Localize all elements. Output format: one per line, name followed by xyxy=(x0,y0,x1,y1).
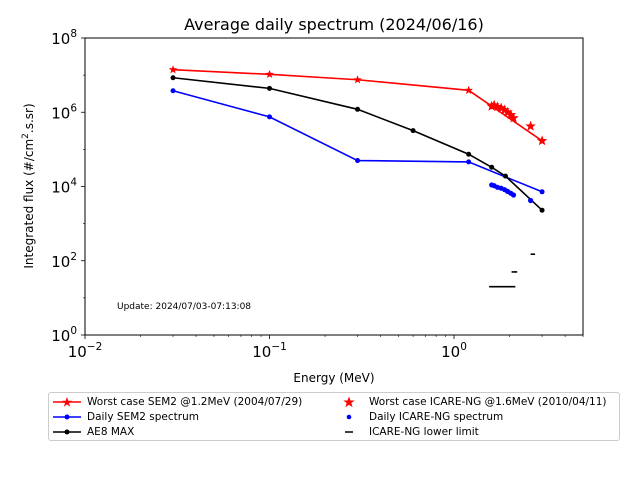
series-5 xyxy=(489,253,536,288)
series-3 xyxy=(486,99,548,146)
update-annotation: Update: 2024/07/03-07:13:08 xyxy=(117,302,251,312)
series-4 xyxy=(489,182,534,204)
plot-frame xyxy=(84,37,584,336)
y-tick-label: 100 xyxy=(51,325,77,345)
legend-label-daily-icare: Daily ICARE-NG spectrum xyxy=(369,411,504,423)
dot-marker xyxy=(170,75,176,81)
y-axis-label-text: Integrated flux (#/cm xyxy=(22,139,36,269)
star-marker xyxy=(168,65,178,74)
chart-title: Average daily spectrum (2024/06/16) xyxy=(184,15,484,34)
series-layer xyxy=(168,65,548,288)
legend-label-ae8-max: AE8 MAX xyxy=(87,426,135,438)
y-tick-base: 10 xyxy=(51,104,70,122)
legend-swatch-blue-dot xyxy=(346,414,352,420)
legend-label-worst-case-icare: Worst case ICARE-NG @1.6MeV (2010/04/11) xyxy=(369,396,607,408)
x-tick-label: 100 xyxy=(441,341,467,361)
star-marker xyxy=(353,75,362,84)
x-tick-base: 10 xyxy=(68,343,87,361)
x-tick-label: 10−1 xyxy=(252,341,287,361)
y-tick-base: 10 xyxy=(51,327,70,345)
star-marker xyxy=(488,99,500,110)
dot-marker xyxy=(170,88,176,94)
y-axis-label-sup: 2 xyxy=(21,133,31,139)
x-tick-exponent: −1 xyxy=(271,341,286,353)
series-line xyxy=(172,89,543,193)
y-tick-exponent: 2 xyxy=(70,251,77,263)
legend-swatch-red-star-line xyxy=(53,397,81,407)
dot-marker xyxy=(267,114,273,120)
series-line xyxy=(172,76,543,211)
legend-swatch-black-dot-line xyxy=(53,429,81,435)
dot-marker xyxy=(466,151,472,157)
legend-label-worst-case-sem2: Worst case SEM2 @1.2MeV (2004/07/29) xyxy=(87,396,303,408)
dot-marker xyxy=(410,128,416,134)
dot-marker xyxy=(267,85,273,91)
dot-marker xyxy=(466,159,472,165)
x-axis-label: Energy (MeV) xyxy=(293,371,374,385)
x-tick-base: 10 xyxy=(252,343,271,361)
star-marker xyxy=(464,85,473,94)
y-tick-exponent: 8 xyxy=(70,28,77,40)
dot-marker xyxy=(527,197,534,204)
star-marker xyxy=(486,100,497,111)
y-tick-base: 10 xyxy=(51,253,70,271)
legend-item-ae8-max: AE8 MAX xyxy=(53,425,134,439)
dot-marker xyxy=(510,192,517,198)
star-marker xyxy=(508,112,519,123)
dot-marker xyxy=(539,207,545,213)
dot-marker xyxy=(355,158,361,164)
legend-item-worst-case-icare: Worst case ICARE-NG @1.6MeV (2010/04/11) xyxy=(335,395,607,409)
y-tick-exponent: 4 xyxy=(70,177,77,189)
legend-item-worst-case-sem2: Worst case SEM2 @1.2MeV (2004/07/29) xyxy=(53,395,302,409)
y-tick-label: 104 xyxy=(51,177,77,197)
y-tick-exponent: 0 xyxy=(70,325,77,337)
dot-marker xyxy=(355,106,361,112)
legend-label-daily-sem2: Daily SEM2 spectrum xyxy=(87,411,199,423)
dot-marker xyxy=(502,173,508,179)
legend-swatch-blue-dot-line xyxy=(53,414,81,420)
star-marker xyxy=(536,135,548,146)
dot-marker xyxy=(539,189,545,195)
y-tick-label: 106 xyxy=(51,102,77,122)
series-1 xyxy=(170,88,545,195)
x-tick-label: 10−2 xyxy=(68,341,103,361)
y-tick-label: 108 xyxy=(51,28,77,48)
x-tick-exponent: 0 xyxy=(460,341,467,353)
star-marker xyxy=(499,104,510,115)
x-tick-exponent: −2 xyxy=(87,341,102,353)
y-axis-label: Integrated flux (#/cm2.s.sr) xyxy=(21,103,36,268)
legend-item-icare-lower-limit: ICARE-NG lower limit xyxy=(335,425,479,439)
y-tick-base: 10 xyxy=(51,30,70,48)
x-tick-base: 10 xyxy=(441,343,460,361)
star-marker xyxy=(265,69,274,78)
star-marker xyxy=(495,102,507,113)
legend-item-daily-sem2: Daily SEM2 spectrum xyxy=(53,410,199,424)
y-tick-label: 102 xyxy=(51,251,77,271)
star-marker xyxy=(505,109,516,120)
y-tick-base: 10 xyxy=(51,179,70,197)
dot-marker xyxy=(489,164,495,170)
legend-swatch-red-star xyxy=(343,396,355,408)
y-axis-label-tail: .s.sr) xyxy=(22,103,36,133)
legend: Worst case SEM2 @1.2MeV (2004/07/29) Dai… xyxy=(48,392,620,441)
series-2 xyxy=(170,75,545,213)
y-tick-exponent: 6 xyxy=(70,102,77,114)
legend-item-daily-icare: Daily ICARE-NG spectrum xyxy=(335,410,503,424)
legend-swatch-black-dash xyxy=(345,431,353,433)
star-marker xyxy=(525,120,536,131)
star-marker xyxy=(502,106,513,117)
legend-label-icare-lower-limit: ICARE-NG lower limit xyxy=(369,426,479,438)
